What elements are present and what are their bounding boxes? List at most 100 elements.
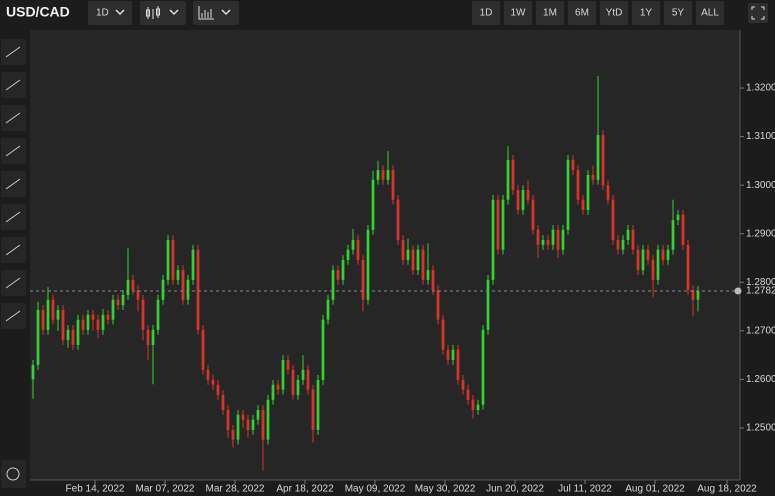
candle-body (531, 199, 535, 230)
candle-body (346, 249, 350, 260)
candle-body (306, 369, 310, 390)
interval-label: 1D (96, 8, 109, 19)
candle-body (96, 319, 100, 330)
candle-body (226, 410, 230, 430)
candle-body (696, 291, 700, 300)
range-label: 1D (480, 8, 493, 19)
candle-body (626, 229, 630, 241)
candle-body (126, 279, 130, 295)
candle-body (331, 270, 335, 300)
fullscreen-button[interactable] (748, 3, 768, 23)
candle-body (111, 299, 115, 320)
x-tick-label: Apr 18, 2022 (276, 484, 334, 495)
candle-body (216, 384, 220, 395)
chart-style-dropdown[interactable] (140, 1, 186, 25)
range-button[interactable] (632, 1, 660, 25)
candle-body (256, 410, 260, 420)
y-tick-label: 1.3100 (746, 131, 775, 142)
candle-body (601, 135, 605, 186)
candle-body (251, 419, 255, 430)
candle-body (546, 240, 550, 245)
range-button[interactable] (664, 1, 692, 25)
x-tick-label: May 30, 2022 (415, 484, 476, 495)
candle-body (221, 394, 225, 411)
candle-body (131, 279, 135, 291)
x-tick-label: Jul 11, 2022 (558, 484, 612, 495)
candle-body (681, 214, 685, 245)
candle-body (51, 299, 55, 320)
range-label: YtD (606, 8, 623, 19)
range-label: 1Y (640, 8, 653, 19)
chevron (115, 9, 125, 16)
range-button[interactable] (504, 1, 532, 25)
candle-body (36, 309, 40, 365)
candle-body (416, 249, 420, 271)
candle-body (491, 199, 495, 280)
y-tick-label: 1.2600 (746, 374, 775, 385)
tool-icon (5, 310, 21, 322)
range-button[interactable] (472, 1, 500, 25)
candle-body (686, 244, 690, 291)
candle-body (91, 314, 95, 320)
candle-body (386, 170, 390, 180)
candle-body (566, 159, 570, 230)
candle-body (106, 314, 110, 320)
range-label: ALL (701, 8, 719, 19)
range-button[interactable] (696, 1, 724, 25)
candle-body (481, 329, 485, 405)
candle-body (176, 270, 180, 280)
candle-body (646, 249, 650, 260)
range-button[interactable] (568, 1, 596, 25)
y-tick-label: 1.3000 (746, 180, 775, 191)
candle-body (336, 270, 340, 280)
interval-dropdown[interactable] (88, 1, 132, 25)
range-label: 1M (543, 8, 557, 19)
candle-body (426, 270, 430, 280)
candle-body (146, 329, 150, 345)
range-button[interactable] (600, 1, 628, 25)
candle-body (456, 349, 460, 380)
candle-body (181, 270, 185, 300)
candle-body (206, 369, 210, 380)
y-tick-label: 1.2700 (746, 325, 775, 336)
candle-body (401, 240, 405, 260)
fullscreen-icon (751, 6, 765, 20)
x-tick-label: Aug 01, 2022 (625, 484, 685, 495)
candle-body (86, 314, 90, 330)
candle-body (586, 174, 590, 210)
candle-body (116, 299, 120, 306)
candle-body (671, 220, 675, 250)
x-tick-label: Mar 07, 2022 (136, 484, 195, 495)
candle-body (301, 369, 305, 380)
candle-body (621, 240, 625, 250)
candle-body (596, 135, 600, 180)
x-tick-label: May 09, 2022 (345, 484, 406, 495)
range-button[interactable] (536, 1, 564, 25)
last-price-label: 1.2782 (746, 286, 775, 297)
candle-body (271, 384, 275, 400)
candle-body (526, 190, 530, 200)
candle-body (326, 299, 330, 320)
symbol: USD/CAD (6, 4, 70, 20)
candle-body (56, 309, 60, 320)
tool-button[interactable] (1, 460, 26, 488)
candle-body (321, 319, 325, 380)
candle-body (576, 170, 580, 200)
candle-body (76, 319, 80, 345)
candle-body (556, 229, 560, 250)
candle-icon (147, 6, 159, 19)
tool-icon (5, 211, 21, 223)
plot-area (30, 30, 740, 480)
candle-icon (146, 9, 150, 17)
candle-body (496, 199, 500, 250)
candle-body (241, 414, 245, 420)
indicator-dropdown[interactable] (193, 1, 239, 25)
range-label: 1W (511, 8, 527, 19)
candle-body (371, 179, 375, 230)
candle-body (406, 249, 410, 260)
candle-body (136, 290, 140, 300)
candle-body (606, 185, 610, 200)
candle-body (656, 249, 660, 280)
candle-body (561, 229, 565, 250)
